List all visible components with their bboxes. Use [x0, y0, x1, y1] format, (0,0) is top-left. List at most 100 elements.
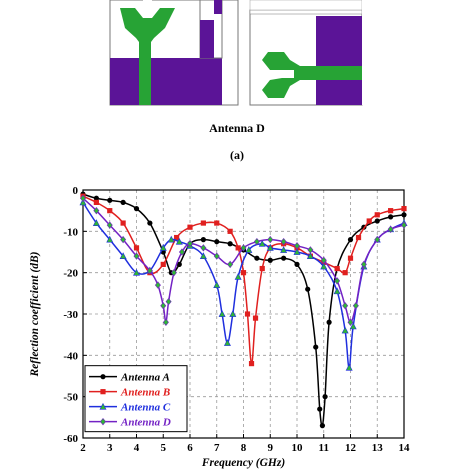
data-point-antenna-b: [214, 220, 220, 226]
data-point-antenna-b: [187, 224, 193, 230]
x-tick-label: 8: [241, 442, 247, 454]
data-point-antenna-d: [200, 244, 207, 252]
x-tick-label: 4: [134, 442, 140, 454]
data-point-antenna-b: [342, 270, 348, 276]
data-point-antenna-b: [227, 228, 233, 234]
x-tick-label: 2: [80, 442, 86, 454]
data-point-antenna-a: [133, 206, 140, 212]
data-point-antenna-a: [313, 344, 319, 350]
data-point-antenna-d: [320, 256, 327, 264]
y-tick-label: 0: [73, 185, 79, 197]
data-point-antenna-d: [106, 221, 113, 229]
x-tick-label: 10: [292, 442, 304, 454]
x-tick-label: 12: [345, 442, 357, 454]
antenna-layout-figure: [109, 0, 370, 106]
x-axis-title: Frequency (GHz): [201, 457, 286, 469]
data-point-antenna-a: [305, 286, 311, 292]
data-point-antenna-b: [388, 208, 394, 214]
data-point-antenna-d: [160, 302, 167, 310]
data-point-antenna-b: [200, 220, 206, 226]
data-point-antenna-c: [159, 244, 167, 251]
legend-label-antenna-a: Antenna A: [120, 372, 170, 384]
x-tick-label: 7: [214, 442, 220, 454]
data-point-antenna-b: [374, 212, 380, 218]
data-point-antenna-d: [387, 225, 394, 233]
data-point-antenna-d: [307, 246, 314, 254]
figure-caption-title: Antenna D: [209, 121, 265, 135]
data-point-antenna-c: [306, 252, 314, 260]
data-point-antenna-b: [366, 218, 372, 224]
data-point-antenna-b: [240, 270, 247, 276]
data-point-antenna-c: [106, 235, 114, 243]
data-point-antenna-c: [218, 310, 226, 317]
data-point-antenna-b: [174, 234, 180, 241]
data-point-antenna-a: [254, 255, 260, 261]
x-tick-label: 13: [372, 442, 384, 454]
data-point-antenna-a: [322, 394, 328, 400]
x-tick-label: 5: [161, 442, 167, 454]
data-point-antenna-b: [334, 265, 340, 272]
figure-caption-label: (a): [230, 148, 244, 162]
data-point-antenna-a: [107, 197, 113, 203]
data-point-antenna-a: [326, 319, 332, 325]
data-point-antenna-b: [120, 220, 126, 226]
data-point-antenna-d: [374, 235, 381, 244]
series-antenna-c: [79, 198, 408, 371]
data-point-antenna-d: [240, 244, 247, 252]
data-point-antenna-d: [178, 248, 185, 256]
series-lines: [79, 191, 408, 429]
y-tick-label: -20: [63, 268, 78, 280]
data-point-antenna-a: [388, 214, 394, 220]
y-tick-label: -30: [63, 309, 78, 321]
data-point-antenna-d: [213, 252, 220, 260]
x-tick-label: 11: [319, 442, 329, 454]
data-point-antenna-a: [319, 423, 326, 429]
data-point-antenna-d: [267, 235, 274, 244]
data-point-antenna-c: [349, 322, 357, 330]
antenna-d-layout-left: [109, 0, 239, 106]
data-point-antenna-d: [342, 302, 349, 310]
data-point-antenna-d: [165, 297, 172, 306]
data-point-antenna-c: [245, 246, 253, 253]
y-tick-label: -10: [63, 226, 78, 238]
x-tick-label: 9: [268, 442, 274, 454]
data-point-antenna-c: [92, 219, 100, 226]
data-point-antenna-d: [227, 260, 234, 269]
data-point-antenna-c: [333, 287, 341, 295]
data-point-antenna-b: [133, 245, 140, 251]
data-point-antenna-c: [175, 237, 183, 245]
data-point-antenna-a: [120, 199, 126, 205]
legend: Antenna A Antenna B Antenna C Antenna D: [84, 365, 188, 433]
data-point-antenna-b: [248, 361, 255, 367]
data-point-antenna-d: [162, 318, 169, 326]
data-point-antenna-c: [266, 244, 274, 251]
data-point-antenna-c: [293, 248, 301, 255]
legend-marker-antenna-c: [99, 402, 107, 410]
data-point-antenna-b: [252, 315, 259, 321]
data-point-antenna-d: [253, 237, 260, 246]
series-antenna-d: [80, 194, 407, 326]
data-point-antenna-c: [280, 246, 288, 253]
data-point-antenna-d: [360, 260, 367, 269]
data-point-antenna-a: [317, 406, 323, 412]
data-point-antenna-c: [167, 235, 175, 243]
data-point-antenna-d: [352, 302, 359, 310]
data-point-antenna-d: [93, 206, 100, 215]
data-point-antenna-c: [345, 363, 353, 371]
data-point-antenna-c: [119, 252, 127, 260]
data-point-antenna-c: [223, 339, 231, 346]
legend-marker-antenna-b: [100, 389, 106, 395]
y-tick-label: -50: [63, 392, 78, 404]
data-point-antenna-d: [187, 240, 193, 248]
legend-label-antenna-b: Antenna B: [120, 387, 170, 399]
data-point-antenna-d: [334, 277, 341, 285]
data-point-antenna-c: [133, 268, 140, 276]
data-point-antenna-d: [347, 318, 354, 326]
data-point-antenna-c: [229, 310, 237, 317]
data-point-antenna-b: [244, 311, 251, 317]
legend-marker-antenna-a: [100, 374, 106, 380]
data-point-antenna-b: [93, 199, 99, 205]
data-point-antenna-c: [199, 252, 207, 260]
y-tick-label: -40: [63, 350, 78, 362]
reflection-coefficient-chart: 2 3 4 5 6 7 8 9 10 11 12 13 14 0 -10 -20 -30 -40 -50 -60 An…: [29, 185, 410, 469]
